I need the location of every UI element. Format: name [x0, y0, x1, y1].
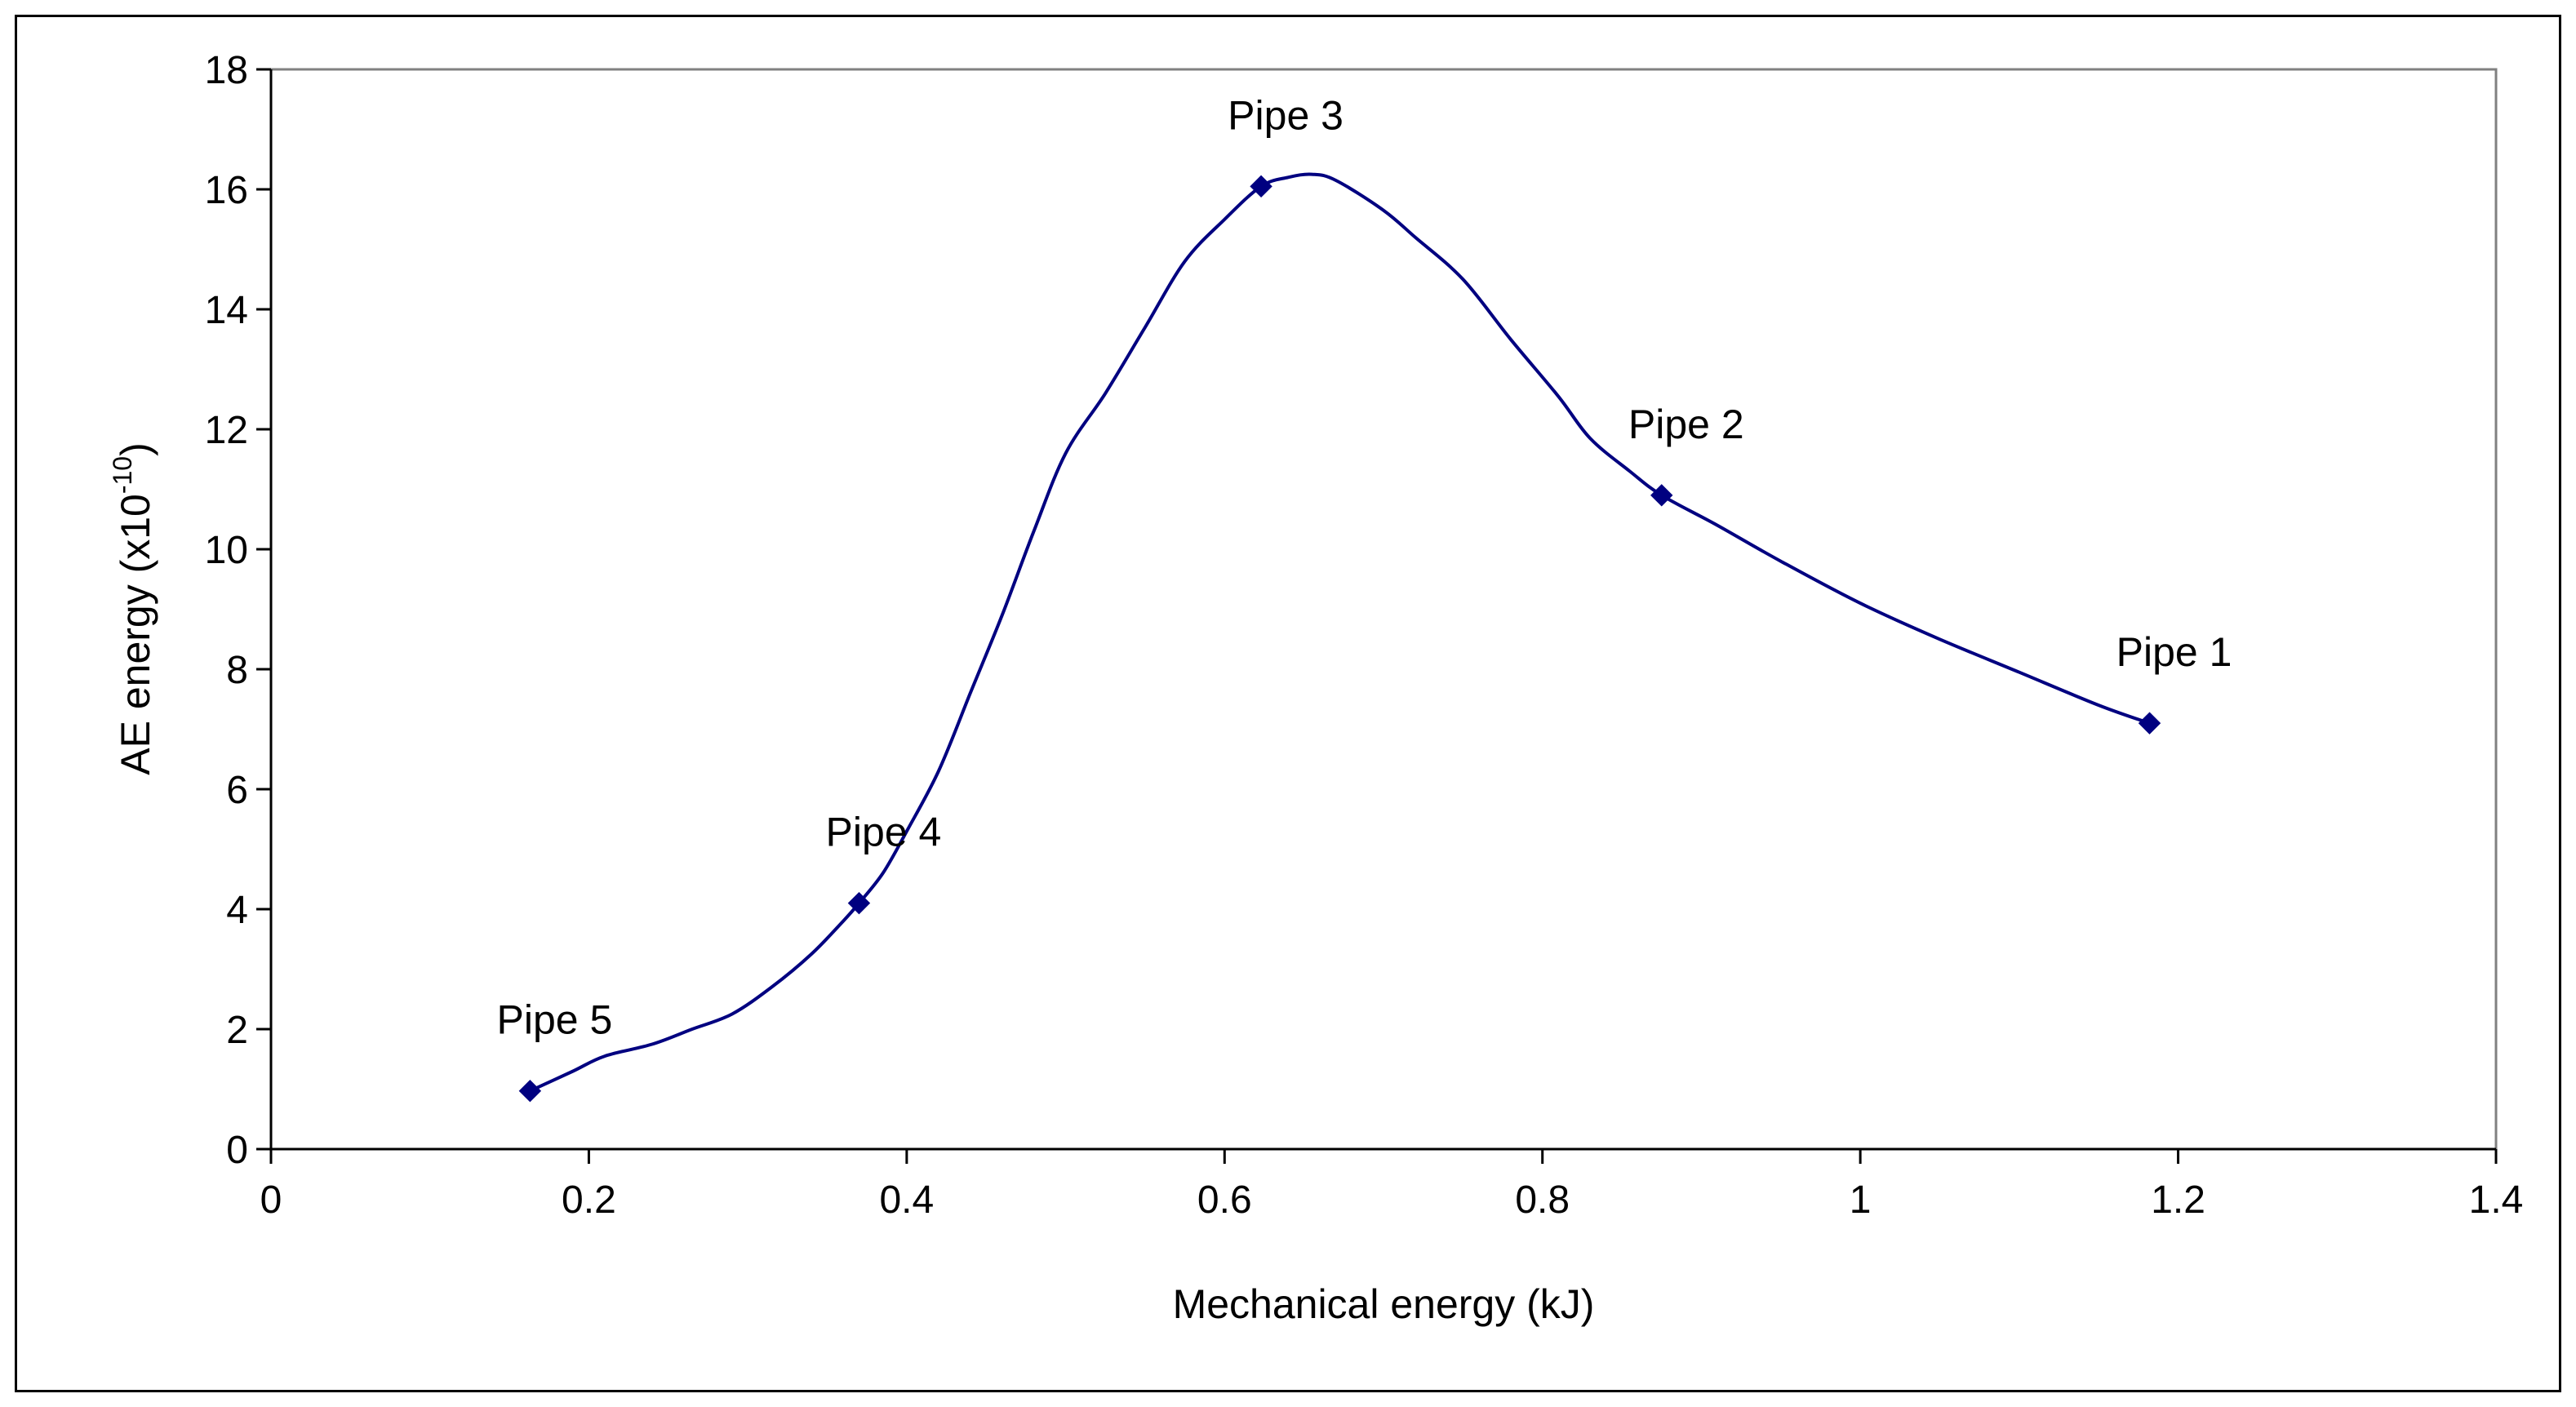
chart-frame: 0 2 4 6 8 10 12 14 16 18 0 0.2 0.4 0.6 0.8 1 1.2 1.4 Pip…: [15, 15, 2561, 1392]
y-axis-title: AE energy (x10-10): [108, 442, 158, 775]
y-tick-label: 6: [226, 769, 248, 812]
y-tick-label: 10: [205, 529, 248, 572]
series-markers: [518, 175, 2161, 1103]
data-point-label: Pipe 1: [2116, 629, 2232, 675]
y-tick-label: 14: [205, 289, 248, 332]
y-axis-title-main: AE energy (x10: [113, 494, 158, 775]
data-point-label: Pipe 4: [826, 810, 942, 855]
x-tick-label: 0.4: [879, 1178, 934, 1222]
y-tick-label: 18: [205, 49, 248, 92]
y-ticks: 0 2 4 6 8 10 12 14 16 18: [205, 49, 271, 1172]
data-point-label: Pipe 2: [1628, 402, 1744, 447]
y-tick-label: 4: [226, 889, 248, 932]
y-tick-label: 12: [205, 409, 248, 452]
y-tick-label: 8: [226, 649, 248, 692]
point-labels: Pipe 5 Pipe 4 Pipe 3 Pipe 2 Pipe 1: [496, 92, 2232, 1042]
x-tick-label: 0: [260, 1178, 282, 1222]
x-tick-label: 1.4: [2469, 1178, 2524, 1222]
data-point-marker: [847, 891, 871, 915]
y-axis-title-superscript: -10: [108, 456, 137, 494]
x-tick-label: 1.2: [2151, 1178, 2205, 1222]
data-point-label: Pipe 5: [496, 997, 612, 1043]
data-point-marker: [2138, 712, 2161, 735]
y-tick-label: 0: [226, 1129, 248, 1172]
x-tick-label: 0.6: [1197, 1178, 1252, 1222]
y-axis-title-end: ): [113, 442, 158, 456]
data-point-marker: [1650, 484, 1673, 507]
plot-area: [269, 68, 2498, 1151]
data-point-marker: [1250, 175, 1272, 198]
x-axis-title: Mechanical energy (kJ): [1173, 1281, 1595, 1327]
x-tick-label: 0.2: [562, 1178, 616, 1222]
y-tick-label: 2: [226, 1009, 248, 1052]
data-point-label: Pipe 3: [1228, 92, 1344, 138]
series-line: [529, 172, 2151, 1093]
y-tick-label: 16: [205, 169, 248, 212]
x-ticks: 0 0.2 0.4 0.6 0.8 1 1.2 1.4: [260, 1149, 2524, 1222]
chart-svg: 0 2 4 6 8 10 12 14 16 18 0 0.2 0.4 0.6 0.8 1 1.2 1.4 Pip…: [108, 49, 2524, 1327]
data-point-marker: [518, 1079, 542, 1103]
x-tick-label: 0.8: [1515, 1178, 1570, 1222]
x-tick-label: 1: [1850, 1178, 1872, 1222]
